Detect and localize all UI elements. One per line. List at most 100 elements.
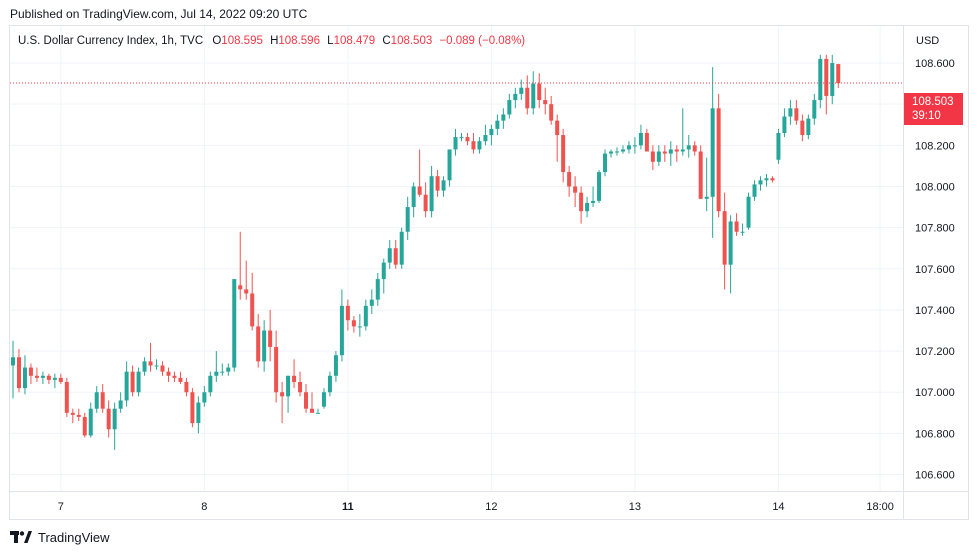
y-tick-label: 107.000	[915, 387, 955, 399]
candle-up	[333, 351, 338, 382]
candle-body	[214, 371, 219, 376]
candle-body	[555, 120, 560, 136]
candle-up	[483, 124, 488, 146]
candle-up	[232, 279, 237, 372]
candle-body	[136, 371, 141, 393]
footer-brand[interactable]: TradingView	[10, 530, 110, 545]
legend-open-value: 108.595	[221, 35, 263, 47]
candle-body	[543, 100, 548, 105]
candle-body	[46, 375, 51, 380]
candle-body	[262, 330, 267, 362]
candle-body	[674, 149, 679, 152]
candle-down	[238, 231, 243, 300]
candle-body	[609, 151, 613, 154]
candle-body	[662, 151, 667, 154]
y-tick-label: 108.200	[915, 140, 955, 152]
candle-up	[632, 137, 637, 154]
candle-up	[668, 141, 673, 166]
candle-body	[202, 392, 207, 403]
last-price-value: 108.503	[912, 96, 954, 108]
candle-up	[226, 363, 231, 376]
candle-body	[244, 289, 249, 294]
candle-body	[88, 408, 93, 436]
legend-low-label: L	[327, 35, 334, 47]
candle-body	[220, 371, 225, 373]
candle-body	[375, 279, 380, 300]
candle-body	[824, 58, 829, 96]
candle-body	[728, 221, 733, 265]
candle-body	[351, 320, 356, 327]
candle-body	[226, 367, 231, 372]
candle-body	[160, 365, 165, 372]
legend-symbol: U.S. Dollar Currency Index, 1h, TVC	[18, 35, 204, 47]
candle-up	[363, 299, 368, 331]
candle-up	[118, 392, 123, 413]
candle-down	[674, 145, 679, 162]
candle-body	[507, 100, 512, 115]
candle-body	[208, 375, 213, 393]
candle-up	[220, 363, 225, 376]
candle-down	[836, 63, 841, 88]
candle-body	[34, 375, 39, 378]
candle-body	[668, 149, 673, 154]
candle-up	[315, 408, 320, 414]
last-price-tag: 108.503 39:10	[904, 93, 963, 125]
candle-body	[357, 326, 362, 328]
candle-body	[836, 64, 841, 83]
candle-up	[513, 87, 518, 109]
chart-frame[interactable]	[9, 25, 969, 520]
candle-body	[800, 120, 805, 136]
candle-up	[710, 67, 715, 238]
candle-up	[327, 371, 332, 397]
candle-down	[555, 114, 560, 162]
candle-body	[722, 211, 727, 265]
candle-body	[477, 141, 482, 150]
candle-up	[764, 174, 769, 187]
candle-body	[417, 186, 422, 195]
candle-body	[501, 114, 506, 121]
candle-down	[567, 165, 572, 197]
candle-body	[698, 151, 703, 199]
candle-up	[740, 223, 745, 236]
candle-down	[716, 93, 721, 218]
candle-up	[459, 132, 464, 142]
candle-down	[256, 314, 261, 368]
candle-up	[782, 108, 787, 138]
candle-up	[507, 93, 512, 119]
candle-down	[423, 182, 428, 218]
candle-up	[11, 340, 15, 399]
currency-label[interactable]: USD	[916, 35, 940, 47]
candle-body	[483, 135, 488, 142]
candle-down	[698, 145, 703, 199]
y-tick-label: 108.600	[915, 58, 955, 70]
candle-down	[16, 349, 21, 393]
tradingview-logo-icon	[10, 531, 32, 543]
candle-down	[292, 359, 297, 389]
candle-down	[644, 128, 649, 152]
candle-down	[579, 186, 584, 224]
candle-down	[250, 272, 255, 331]
candle-body	[632, 145, 637, 147]
candle-up	[776, 128, 781, 164]
candle-down	[298, 371, 303, 397]
x-tick-label: 14	[772, 501, 784, 513]
y-tick-label: 107.200	[915, 346, 955, 358]
candle-body	[40, 375, 45, 378]
candle-up	[626, 141, 631, 154]
candle-body	[495, 120, 500, 129]
candle-body	[369, 299, 374, 306]
candle-down	[190, 388, 195, 428]
candle-body	[435, 176, 440, 191]
candle-body	[447, 149, 452, 181]
candle-up	[136, 367, 141, 397]
candles	[11, 54, 841, 450]
legend-high-value: 108.596	[278, 35, 320, 47]
candle-body	[190, 392, 195, 424]
candle-body	[812, 100, 817, 119]
candle-body	[16, 357, 21, 389]
candle-up	[609, 149, 613, 158]
candle-down	[549, 95, 554, 125]
candle-up	[369, 289, 374, 315]
legend-open-label: O	[212, 35, 222, 47]
